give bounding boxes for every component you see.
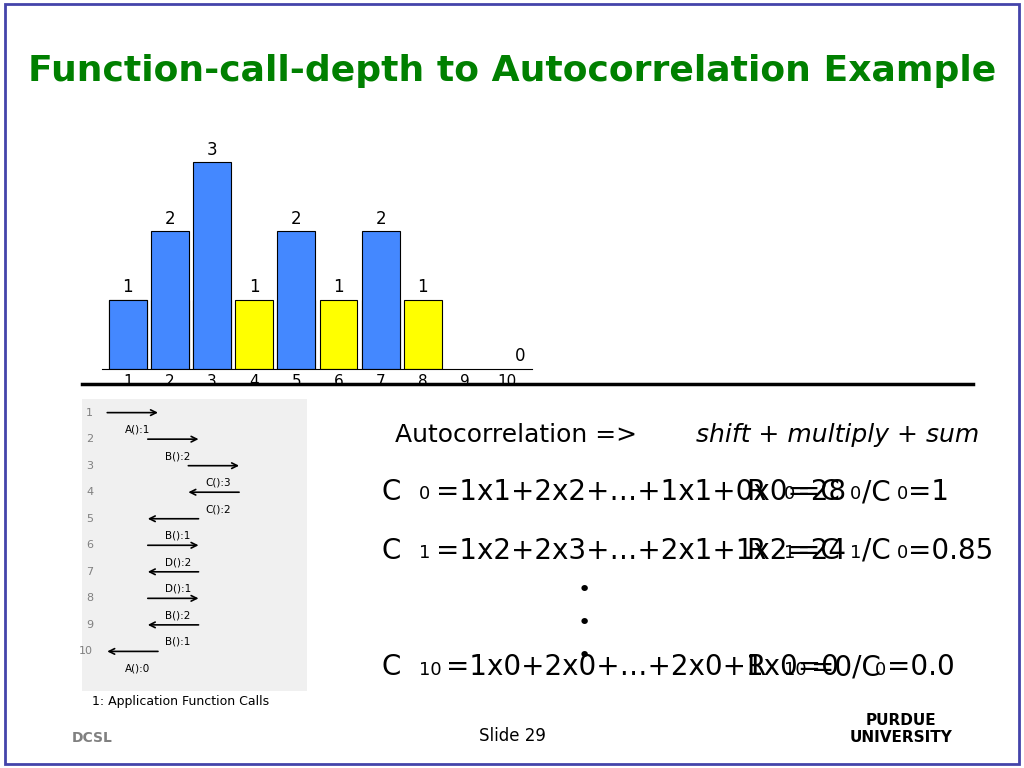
Text: /C: /C [861, 478, 890, 506]
Text: 0: 0 [897, 544, 908, 562]
Text: •
•
•: • • • [578, 581, 591, 666]
Text: =1x0+2x0+…+2x0+1x0=0: =1x0+2x0+…+2x0+1x0=0 [446, 654, 839, 681]
Bar [194, 300, 231, 369]
Text: 0: 0 [515, 347, 525, 366]
Text: =C: =C [798, 537, 840, 564]
Text: 1: Application Function Calls: 1: Application Function Calls [92, 695, 269, 708]
Bar [361, 231, 399, 369]
Text: 10: 10 [784, 660, 807, 679]
Text: Slide 29: Slide 29 [478, 727, 546, 745]
Bar [236, 300, 273, 369]
Text: /C: /C [861, 537, 890, 564]
Text: 0: 0 [784, 485, 795, 504]
Text: =0.0: =0.0 [887, 654, 955, 681]
Text: B():1: B():1 [165, 531, 190, 541]
Text: A():1: A():1 [125, 425, 150, 435]
Text: 8: 8 [86, 594, 93, 604]
Bar [361, 300, 399, 369]
Text: =C: =C [798, 478, 840, 506]
Text: =0/C: =0/C [811, 654, 881, 681]
Text: 1: 1 [86, 408, 93, 418]
Bar [109, 300, 146, 369]
Text: 0: 0 [419, 485, 430, 504]
Text: 1: 1 [418, 279, 428, 296]
Text: =0.85: =0.85 [907, 537, 993, 564]
FancyBboxPatch shape [73, 388, 316, 703]
Text: R: R [746, 654, 766, 681]
Text: 2: 2 [291, 210, 302, 228]
Text: C: C [382, 654, 401, 681]
Bar [403, 300, 441, 369]
Text: 0: 0 [897, 485, 908, 504]
Text: B():1: B():1 [165, 637, 190, 647]
Text: 2: 2 [86, 434, 93, 444]
Text: R: R [746, 478, 766, 506]
Text: D():1: D():1 [165, 584, 190, 594]
Text: 3: 3 [207, 141, 217, 159]
Text: =1: =1 [907, 478, 948, 506]
Text: 2: 2 [376, 210, 386, 228]
Bar [278, 300, 315, 369]
Text: 4: 4 [86, 487, 93, 497]
Bar [319, 300, 357, 369]
Text: R: R [746, 537, 766, 564]
Text: 7: 7 [86, 567, 93, 577]
Text: 1: 1 [784, 544, 796, 562]
Text: 6: 6 [86, 540, 93, 551]
Text: Function-call-depth to Autocorrelation Example: Function-call-depth to Autocorrelation E… [28, 54, 996, 88]
Bar [151, 300, 188, 369]
Text: DCSL: DCSL [72, 731, 113, 745]
Text: C: C [382, 537, 401, 564]
Text: 5: 5 [86, 514, 93, 524]
Bar [109, 300, 146, 369]
Text: Autocorrelation =>: Autocorrelation => [395, 422, 645, 447]
Text: 1: 1 [419, 544, 430, 562]
Text: 9: 9 [86, 620, 93, 630]
Text: 1: 1 [249, 279, 259, 296]
Text: D():2: D():2 [165, 558, 190, 568]
Bar [151, 231, 188, 369]
Text: C():3: C():3 [206, 478, 231, 488]
Text: 0: 0 [850, 485, 861, 504]
Bar [194, 163, 231, 369]
Text: 2: 2 [165, 210, 175, 228]
Text: =1x1+2x2+…+1x1+0x0=28: =1x1+2x2+…+1x1+0x0=28 [436, 478, 846, 506]
Text: B():2: B():2 [165, 611, 190, 621]
Text: 10: 10 [419, 660, 441, 679]
Text: 1: 1 [850, 544, 861, 562]
Text: shift + multiply + sum: shift + multiply + sum [696, 422, 979, 447]
Text: A():0: A():0 [125, 664, 150, 674]
Text: 10: 10 [79, 647, 93, 657]
Text: =1x2+2x3+…+2x1+1x2=24: =1x2+2x3+…+2x1+1x2=24 [436, 537, 846, 564]
Text: 1: 1 [333, 279, 344, 296]
Text: C():2: C():2 [206, 504, 231, 514]
Text: 1: 1 [123, 279, 133, 296]
Text: 0: 0 [876, 660, 887, 679]
Text: B():2: B():2 [165, 451, 190, 461]
Text: PURDUE
UNIVERSITY: PURDUE UNIVERSITY [850, 713, 952, 745]
Text: C: C [382, 478, 401, 506]
Text: 3: 3 [86, 461, 93, 471]
Bar [278, 231, 315, 369]
